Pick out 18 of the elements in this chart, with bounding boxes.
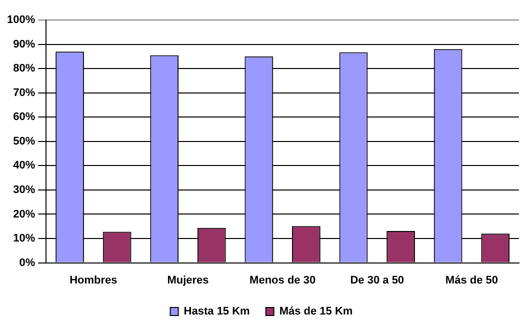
y-tick-label: 90% <box>13 38 36 50</box>
y-tick-label: 50% <box>13 135 36 148</box>
y-tick-label: 0% <box>19 256 36 269</box>
x-tick-label: De 30 a 50 <box>350 274 404 286</box>
x-tick-label: Hombres <box>70 274 118 286</box>
legend-label: Más de 15 Km <box>279 306 353 318</box>
y-tick-label: 30% <box>13 184 36 196</box>
y-tick-label: 70% <box>13 86 36 99</box>
y-tick-label: 80% <box>13 62 36 75</box>
y-tick-label: 10% <box>13 232 36 245</box>
x-tick-label: Menos de 30 <box>250 274 316 286</box>
x-tick-label: Más de 50 <box>445 274 498 286</box>
y-tick-label: 100% <box>6 14 36 26</box>
y-tick-label: 60% <box>13 111 36 124</box>
y-tick-label: 40% <box>13 160 36 172</box>
y-tick-label: 20% <box>13 208 36 220</box>
x-tick-label: Mujeres <box>167 274 209 286</box>
legend-label: Hasta 15 Km <box>184 306 250 318</box>
